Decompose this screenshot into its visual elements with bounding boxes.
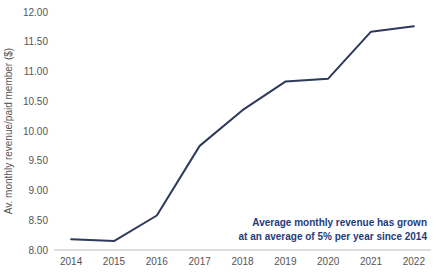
x-tick-label: 2015	[103, 256, 126, 267]
y-tick-label: 8.00	[29, 245, 49, 256]
annotations: Average monthly revenue has grown at an a…	[239, 217, 428, 242]
y-tick-label: 10.00	[23, 126, 48, 137]
y-tick-label: 10.50	[23, 96, 48, 107]
y-tick-label: 8.50	[29, 215, 49, 226]
x-axis-line	[54, 250, 431, 251]
y-axis-label: Av. monthly revenue/paid member ($)	[3, 48, 14, 214]
x-tick-label: 2017	[189, 256, 212, 267]
x-tick-label: 2022	[403, 256, 426, 267]
x-tick-label: 2020	[317, 256, 340, 267]
x-tick-label: 2018	[231, 256, 254, 267]
x-axis: 2014 2015 2016 2017 2018 2019 2020 2021 2022	[54, 250, 431, 267]
y-axis: 8.00 8.50 9.00 9.50 10.00 10.50 11.00 11.50 12.0…	[23, 7, 48, 256]
chart: 8.00 8.50 9.00 9.50 10.00 10.50 11.00 11.50 12.0…	[0, 0, 445, 276]
y-tick-label: 9.50	[29, 155, 49, 166]
x-tick-label: 2016	[146, 256, 169, 267]
x-tick-label: 2021	[360, 256, 383, 267]
y-tick-label: 11.00	[24, 66, 49, 77]
plot-area	[71, 26, 414, 241]
y-tick-label: 11.50	[24, 36, 49, 47]
data-line	[71, 26, 414, 241]
annotation: Average monthly revenue has grown	[252, 217, 427, 228]
annotation: at an average of 5% per year since 2014	[239, 231, 428, 242]
y-tick-label: 9.00	[29, 185, 49, 196]
y-tick-label: 12.00	[23, 7, 48, 18]
x-tick-label: 2014	[60, 256, 83, 267]
x-tick-label: 2019	[274, 256, 297, 267]
